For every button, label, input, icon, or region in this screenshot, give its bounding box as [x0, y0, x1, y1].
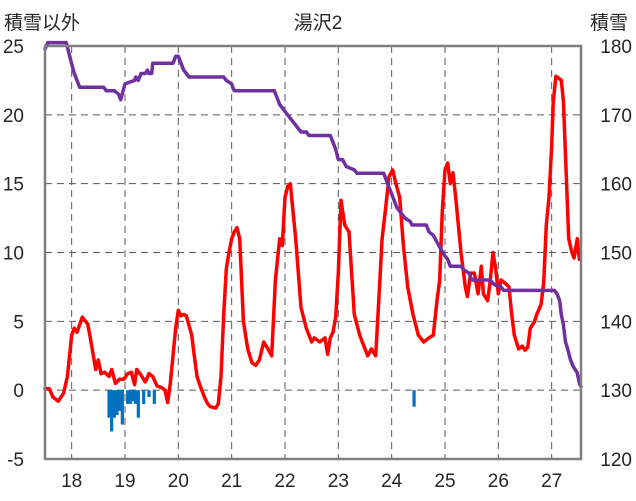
x-tick-label: 18 — [61, 471, 82, 492]
x-tick-label: 19 — [114, 471, 135, 492]
y-right-tick-label: 150 — [600, 244, 632, 265]
x-tick-label: 26 — [488, 471, 509, 492]
snow-depth-line — [43, 40, 583, 389]
y-left-tick-label: 20 — [3, 106, 24, 127]
y-left-tick-label: -5 — [7, 450, 24, 471]
data-bar — [110, 390, 114, 432]
data-bar — [128, 390, 132, 404]
y-right-tick-label: 170 — [600, 106, 632, 127]
x-tick-label: 22 — [274, 471, 295, 492]
x-tick-label: 21 — [221, 471, 242, 492]
x-tick-label: 27 — [541, 471, 562, 492]
x-tick-label: 25 — [434, 471, 455, 492]
grid-lines — [45, 46, 581, 459]
bar-series — [107, 390, 416, 432]
data-bar — [412, 390, 416, 407]
chart-title: 湯沢2 — [293, 13, 343, 34]
y-right-tick-label: 120 — [600, 450, 632, 471]
data-bar — [107, 390, 111, 418]
plot-frame — [43, 44, 583, 461]
data-bar — [152, 390, 156, 404]
data-bar — [134, 390, 138, 404]
y-left-tick-label: 0 — [13, 381, 24, 402]
left-axis-label: 積雪以外 — [4, 13, 81, 34]
data-bar — [112, 390, 116, 418]
data-line — [43, 74, 582, 410]
data-bar — [126, 390, 130, 404]
y-right-tick-label: 160 — [600, 175, 632, 196]
right-axis-label: 積雪 — [589, 13, 628, 34]
tick-labels: 18 19 20 21 22 23 24 25 26 27 25 20 15 10 5 0 -5 180 170 16… — [3, 37, 632, 492]
data-bar — [142, 390, 146, 404]
x-tick-label: 20 — [168, 471, 189, 492]
y-right-tick-label: 130 — [600, 381, 632, 402]
line-series — [43, 40, 583, 410]
y-right-tick-label: 140 — [600, 312, 632, 333]
data-bar — [115, 390, 119, 415]
y-left-tick-label: 10 — [3, 244, 24, 265]
data-bar — [131, 390, 135, 402]
x-tick-label: 24 — [381, 471, 403, 492]
x-tick-label: 23 — [328, 471, 349, 492]
data-bar — [136, 390, 140, 418]
data-bar — [118, 390, 122, 411]
y-right-tick-label: 180 — [600, 37, 632, 58]
y-left-tick-label: 15 — [3, 175, 24, 196]
y-left-tick-label: 25 — [3, 37, 24, 58]
data-bar — [120, 390, 124, 425]
y-left-tick-label: 5 — [13, 312, 24, 333]
data-bar — [147, 390, 151, 398]
